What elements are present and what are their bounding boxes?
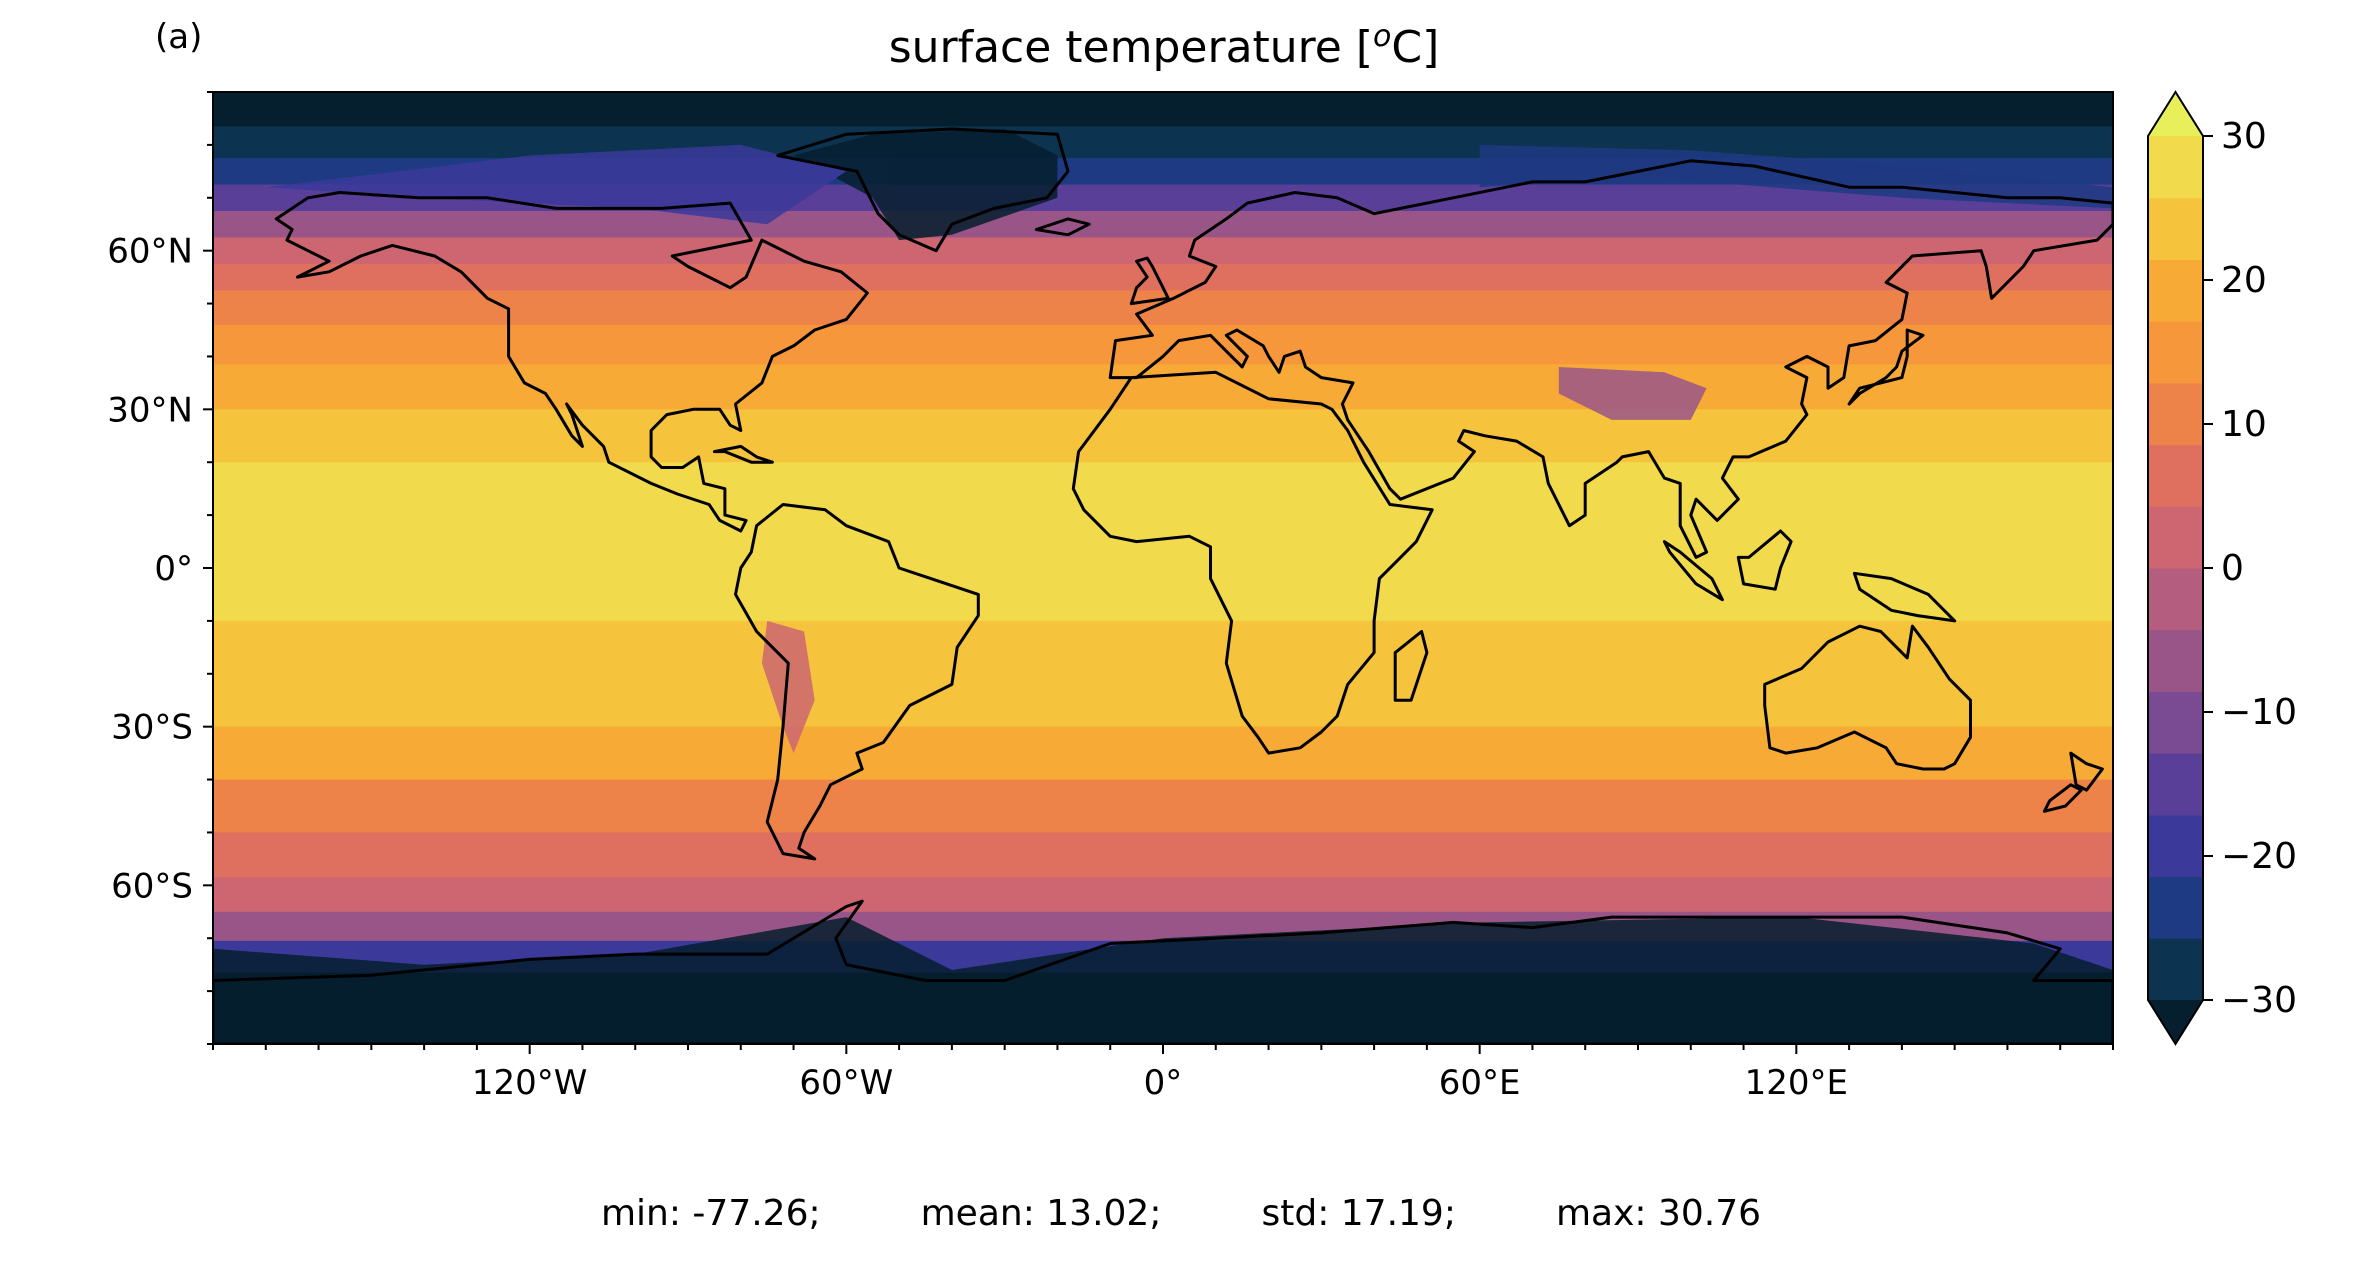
colorbar-tick-label: −20	[2221, 836, 2297, 877]
colorbar-extend-min	[2148, 1000, 2203, 1044]
australia-coast	[1763, 624, 1972, 771]
colorbar-segment	[2148, 259, 2203, 322]
y-tick-label: 30°N	[107, 390, 193, 430]
colorbar-extend-max	[2148, 92, 2203, 136]
greenland-coast	[776, 127, 1070, 253]
antarctic-ice-region	[213, 917, 2113, 1044]
colorbar-segment	[2148, 382, 2203, 446]
y-tick-label: 30°S	[111, 708, 193, 748]
new-guinea-coast	[1852, 571, 1957, 623]
temperature-band	[213, 779, 2113, 833]
eurasia-coast	[1108, 159, 2113, 559]
temperature-band	[213, 409, 2113, 463]
colorbar-tick-label: 0	[2221, 548, 2244, 589]
latitude-axis: 60°N 30°N 0° 30°S 60°S	[107, 91, 213, 1045]
tibet-plateau-region	[1558, 367, 1707, 420]
borneo-coast	[1736, 529, 1793, 591]
colorbar: 30 20 10 0 −10 −20 −30	[2147, 90, 2297, 1046]
x-tick-label: 0°	[1144, 1063, 1183, 1103]
temperature-band	[213, 726, 2113, 781]
temperature-band	[213, 324, 2113, 365]
colorbar-segment	[2148, 753, 2203, 816]
colorbar-segment	[2148, 506, 2203, 569]
colorbar-segment	[2148, 444, 2203, 507]
coastlines	[213, 127, 2113, 1044]
antarctica-coast	[213, 899, 2113, 1044]
stat-std: std: 17.19;	[1261, 1193, 1456, 1234]
y-tick-label: 0°	[154, 549, 193, 589]
new-zealand-north-coast	[2069, 751, 2104, 792]
north-america-coast	[274, 191, 869, 533]
colorbar-segment	[2148, 938, 2203, 1001]
sumatra-coast	[1662, 540, 1724, 602]
temperature-band	[213, 92, 2113, 127]
colorbar-segment	[2148, 876, 2203, 939]
temperature-band	[213, 290, 2113, 326]
map-title: surface temperature [oC]	[889, 19, 1440, 73]
new-zealand-south-coast	[2042, 783, 2083, 813]
longitude-axis: 120°W 60°W 0° 60°E 120°E	[212, 1044, 2114, 1103]
temperature-band	[213, 673, 2113, 728]
temperature-band	[213, 832, 2113, 878]
colorbar-segment	[2148, 691, 2203, 754]
colorbar-segment	[2148, 568, 2203, 631]
temperature-band	[213, 515, 2113, 569]
y-tick-label: 60°S	[111, 866, 193, 906]
temperature-band	[213, 462, 2113, 516]
colorbar-tick-label: −10	[2221, 692, 2297, 733]
temperature-band	[213, 126, 2113, 159]
colorbar-segment	[2148, 321, 2203, 384]
colorbar-tick-label: 20	[2221, 260, 2267, 301]
colorbar-tick-label: −30	[2221, 980, 2297, 1021]
colorbar-segment	[2148, 136, 2203, 199]
colorbar-segment	[2148, 629, 2203, 692]
cuba-coast	[712, 444, 774, 464]
panel-label: (a)	[155, 17, 202, 57]
y-tick-label: 60°N	[107, 232, 193, 272]
iceland-coast	[1034, 217, 1091, 237]
temperature-band	[213, 568, 2113, 622]
temperature-band	[213, 877, 2113, 913]
stat-mean: mean: 13.02;	[920, 1193, 1162, 1234]
temperature-band	[213, 620, 2113, 675]
colorbar-tick-label: 10	[2221, 404, 2267, 445]
andes-region	[761, 620, 815, 754]
south-america-coast	[734, 503, 980, 861]
africa-coast	[1071, 370, 1434, 755]
x-tick-label: 120°E	[1745, 1063, 1848, 1103]
zonal-temperature-bands	[213, 92, 2113, 1044]
greenland-ice-region	[793, 129, 1058, 241]
x-tick-label: 60°E	[1439, 1063, 1521, 1103]
japan-coast	[1847, 328, 1925, 406]
colorbar-segment	[2148, 814, 2203, 878]
statistics-line: min: -77.26; mean: 13.02; std: 17.19; max: …	[0, 1193, 2362, 1243]
colorbar-tick-label: 30	[2221, 116, 2267, 157]
stat-max: max: 30.76	[1555, 1193, 1762, 1234]
britain-coast	[1129, 256, 1170, 306]
x-tick-label: 120°W	[472, 1063, 588, 1103]
x-tick-label: 60°W	[799, 1063, 893, 1103]
stat-min: min: -77.26;	[600, 1193, 821, 1234]
temperature-band	[213, 211, 2113, 238]
colorbar-segment	[2148, 197, 2203, 260]
temperature-band	[213, 237, 2113, 265]
madagascar-coast	[1393, 630, 1429, 702]
temperature-map	[213, 92, 2113, 1044]
